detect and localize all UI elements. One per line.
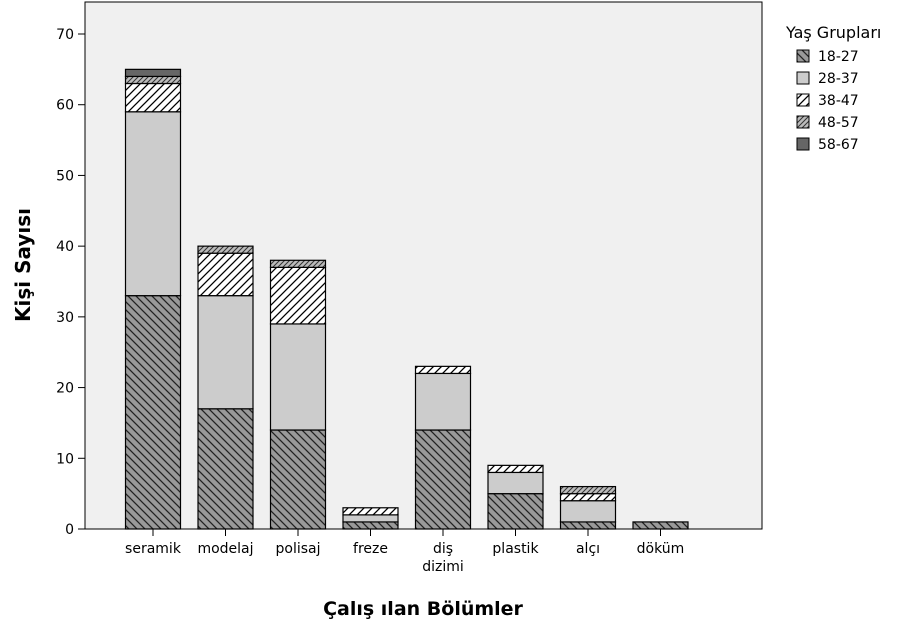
bar-segment xyxy=(124,82,182,113)
bar-segment xyxy=(269,266,327,325)
bar-segment xyxy=(197,245,254,254)
bar-segment xyxy=(269,429,327,530)
bar-segment xyxy=(342,507,399,516)
y-tick-label: 40 xyxy=(56,239,74,255)
bar-segment xyxy=(342,521,399,530)
x-tick-label: döküm xyxy=(637,541,685,557)
y-tick-label: 60 xyxy=(56,98,74,114)
bar-segment xyxy=(414,365,472,375)
legend-swatch xyxy=(796,93,810,107)
bar-segment xyxy=(487,493,544,530)
bar-segment xyxy=(197,252,254,297)
x-tick-label: diş dizimi xyxy=(422,541,464,575)
x-tick-label: polisaj xyxy=(276,541,321,557)
bar-segment xyxy=(342,514,399,523)
bar-segment xyxy=(197,295,254,410)
bar-segment xyxy=(559,493,617,502)
y-axis-title: Kişi Sayısı xyxy=(11,208,35,322)
bar-segment xyxy=(124,75,182,85)
bar-segment xyxy=(559,521,617,530)
bar-segment xyxy=(124,111,182,297)
bar-segment xyxy=(197,408,254,530)
x-tick-label: plastik xyxy=(492,541,539,557)
bars xyxy=(124,68,689,530)
x-axis: seramik modelaj polisaj freze diş dizimi plast… xyxy=(125,529,684,575)
legend-label: 58-67 xyxy=(818,137,859,153)
legend-label: 48-57 xyxy=(818,115,859,131)
bar-segment xyxy=(559,485,617,495)
legend-swatch xyxy=(796,49,810,63)
legend-swatch xyxy=(796,115,810,129)
bar-segment xyxy=(124,295,182,530)
y-tick-label: 50 xyxy=(56,168,74,184)
y-tick-label: 10 xyxy=(56,451,74,467)
y-axis: 0 10 20 30 40 50 60 70 xyxy=(56,27,85,538)
legend-title: Yaş Grupları xyxy=(785,23,881,42)
bar-segment xyxy=(124,68,182,78)
legend-swatch xyxy=(796,137,810,151)
bar-segment xyxy=(632,521,689,530)
bar-segment xyxy=(487,471,544,495)
legend-label: 38-47 xyxy=(818,93,859,109)
bar-segment xyxy=(414,372,472,431)
bar-segment xyxy=(559,500,617,523)
y-tick-label: 70 xyxy=(56,27,74,43)
y-tick-label: 30 xyxy=(56,310,74,326)
bar-segment xyxy=(487,464,544,474)
x-axis-title: Çalış ılan Bölümler xyxy=(323,598,523,620)
bar-segment xyxy=(414,429,472,530)
y-tick-label: 20 xyxy=(56,381,74,397)
x-tick-label: seramik xyxy=(125,541,182,557)
legend-swatch xyxy=(796,71,810,85)
y-tick-label: 0 xyxy=(65,522,74,538)
legend-label: 28-37 xyxy=(818,71,859,87)
x-tick-label: alçı xyxy=(576,541,600,557)
legend: Yaş Grupları 18-27 28-37 38-47 48-57 58-67 xyxy=(785,23,881,153)
x-tick-label: modelaj xyxy=(197,541,253,557)
legend-label: 18-27 xyxy=(818,49,859,65)
x-tick-label: freze xyxy=(353,541,388,557)
bar-segment xyxy=(269,323,327,431)
bar-segment xyxy=(269,259,327,268)
